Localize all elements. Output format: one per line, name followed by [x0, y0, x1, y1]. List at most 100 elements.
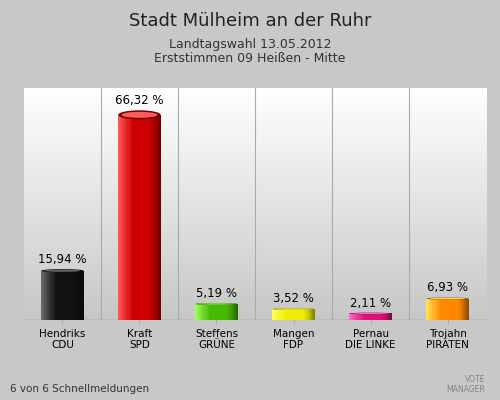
Bar: [358, 314, 360, 320]
Bar: [450, 298, 451, 320]
Text: 6,93 %: 6,93 %: [427, 281, 468, 294]
Bar: [365, 314, 366, 320]
Bar: [118, 320, 160, 357]
Bar: [379, 314, 380, 320]
Bar: [368, 314, 370, 320]
Bar: [426, 320, 469, 324]
Bar: [136, 115, 138, 320]
Bar: [144, 115, 145, 320]
Bar: [226, 304, 228, 320]
Bar: [432, 298, 434, 320]
Bar: [465, 298, 466, 320]
Bar: [389, 314, 390, 320]
Bar: [130, 115, 131, 320]
Bar: [201, 304, 202, 320]
Bar: [361, 314, 362, 320]
Bar: [232, 304, 233, 320]
Bar: [388, 314, 389, 320]
Bar: [442, 298, 444, 320]
Bar: [133, 115, 134, 320]
Bar: [221, 304, 222, 320]
Bar: [147, 115, 148, 320]
Bar: [128, 115, 130, 320]
Bar: [426, 298, 427, 320]
Bar: [438, 298, 439, 320]
Bar: [235, 304, 236, 320]
Text: 15,94 %: 15,94 %: [38, 253, 86, 266]
Bar: [285, 309, 286, 320]
Bar: [362, 314, 363, 320]
Bar: [197, 304, 198, 320]
Bar: [130, 115, 132, 320]
Bar: [349, 314, 350, 320]
Text: 6 von 6 Schnellmeldungen: 6 von 6 Schnellmeldungen: [10, 384, 149, 394]
Bar: [57, 271, 58, 320]
Bar: [454, 298, 456, 320]
Bar: [211, 304, 212, 320]
Bar: [73, 271, 74, 320]
Bar: [430, 298, 432, 320]
Bar: [48, 271, 50, 320]
Bar: [160, 115, 161, 320]
Bar: [296, 309, 297, 320]
Bar: [132, 115, 133, 320]
Bar: [210, 304, 211, 320]
Bar: [439, 298, 440, 320]
Bar: [234, 304, 235, 320]
Bar: [194, 304, 196, 320]
Bar: [121, 115, 122, 320]
Bar: [374, 314, 375, 320]
Bar: [71, 271, 72, 320]
Bar: [440, 298, 441, 320]
Bar: [360, 314, 361, 320]
Text: 66,32 %: 66,32 %: [115, 94, 164, 107]
Bar: [214, 304, 216, 320]
Bar: [52, 271, 54, 320]
Bar: [274, 309, 275, 320]
Bar: [50, 271, 51, 320]
Bar: [386, 314, 387, 320]
Bar: [120, 115, 121, 320]
Bar: [308, 309, 310, 320]
Bar: [68, 271, 69, 320]
Bar: [222, 304, 223, 320]
Bar: [148, 115, 149, 320]
Ellipse shape: [352, 313, 388, 314]
Bar: [391, 314, 392, 320]
Bar: [224, 304, 225, 320]
Text: Erststimmen 09 Heißen - Mitte: Erststimmen 09 Heißen - Mitte: [154, 52, 346, 65]
Bar: [277, 309, 278, 320]
Bar: [382, 314, 384, 320]
Bar: [196, 304, 197, 320]
Bar: [134, 115, 135, 320]
Ellipse shape: [196, 303, 237, 305]
Bar: [302, 309, 304, 320]
Bar: [196, 320, 237, 323]
Bar: [212, 304, 214, 320]
Bar: [218, 304, 220, 320]
Ellipse shape: [44, 270, 80, 272]
Bar: [441, 298, 442, 320]
Bar: [42, 271, 43, 320]
Bar: [118, 115, 119, 320]
Bar: [467, 298, 468, 320]
Bar: [225, 304, 226, 320]
Bar: [126, 115, 128, 320]
Bar: [286, 309, 287, 320]
Bar: [118, 115, 120, 320]
Bar: [448, 298, 450, 320]
Ellipse shape: [118, 110, 160, 119]
Bar: [299, 309, 300, 320]
Bar: [312, 309, 313, 320]
Bar: [236, 304, 237, 320]
Bar: [284, 309, 285, 320]
Ellipse shape: [426, 298, 469, 300]
Ellipse shape: [430, 298, 466, 299]
Bar: [300, 309, 301, 320]
Bar: [152, 115, 154, 320]
Bar: [464, 298, 465, 320]
Bar: [456, 298, 458, 320]
Bar: [466, 298, 467, 320]
Bar: [200, 304, 202, 320]
Bar: [56, 271, 57, 320]
